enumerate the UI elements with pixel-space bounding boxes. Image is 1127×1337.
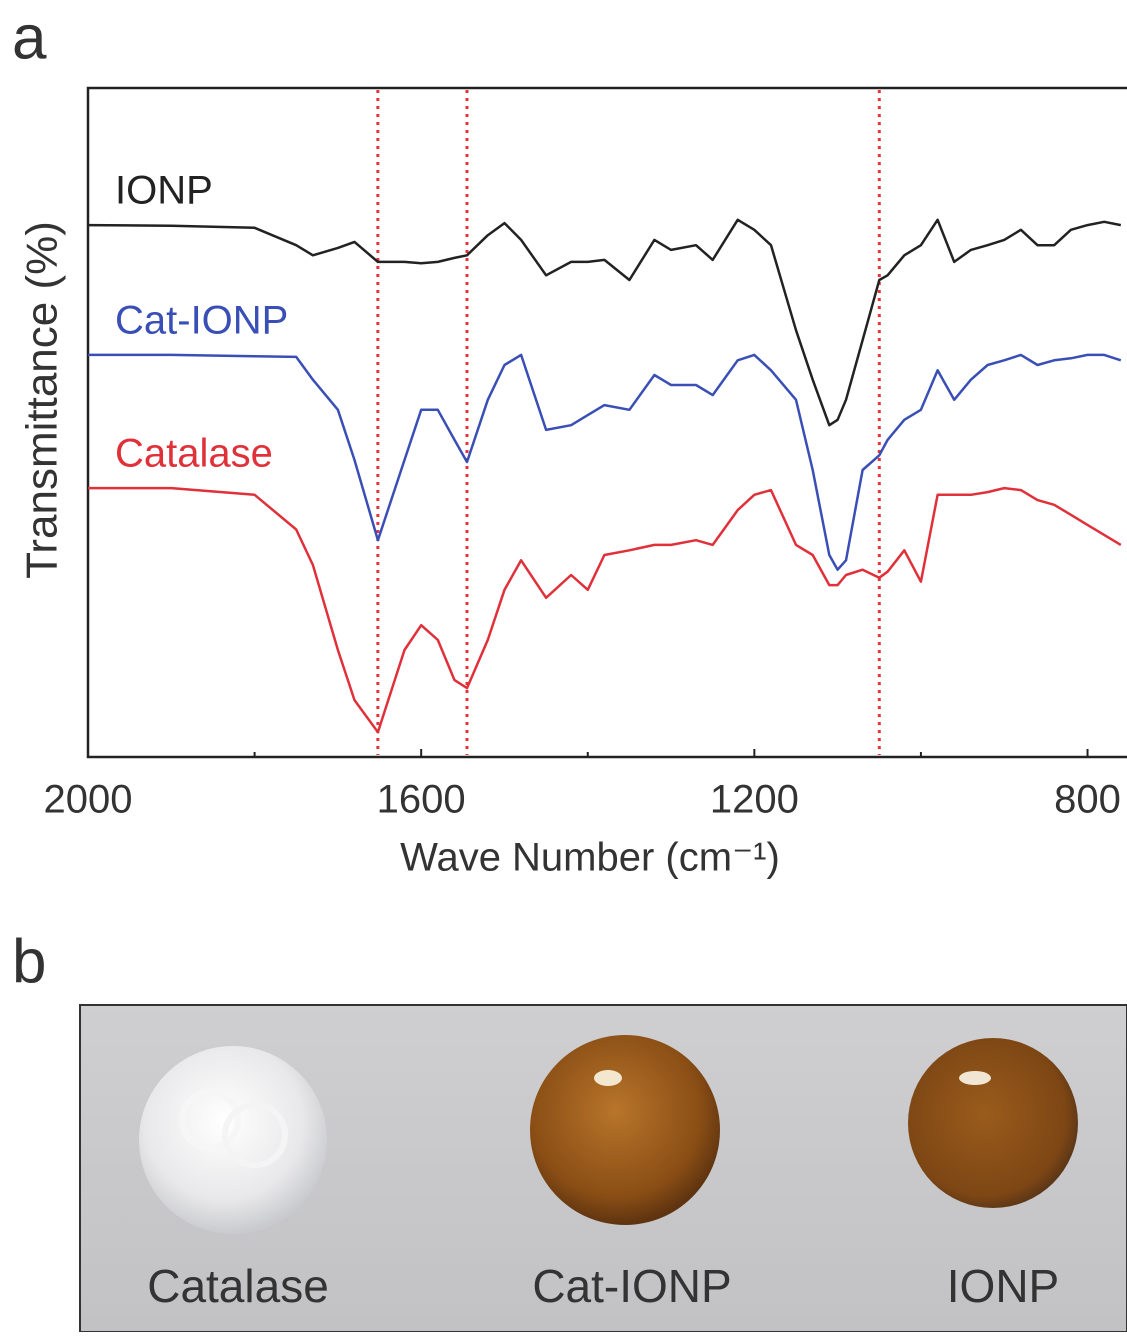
x-tick-label: 2000 [44,778,133,822]
spectrum-line [88,353,1122,571]
sample-disc [908,1038,1078,1208]
photo: Catalase Cat-IONP IONP [79,1004,1127,1333]
disc-highlight [594,1070,622,1086]
series-label: IONP [115,169,213,213]
plot-area: 2000 1600 1200 800 Wave Number (cm⁻¹) Transmi… [18,86,1127,880]
panel-label: b [12,927,46,996]
spectrum-line [88,486,1122,734]
disc-detail [222,1102,288,1168]
sample-label: Catalase [147,1260,329,1312]
plot-frame [86,86,1127,759]
sample-label: IONP [947,1260,1059,1312]
series-label: Cat-IONP [115,298,288,342]
panel-label: a [12,3,47,72]
sample-label: Cat-IONP [532,1260,731,1312]
sample-disc [530,1035,720,1225]
x-axis-label: Wave Number (cm⁻¹) [400,836,780,880]
x-tick-label: 1600 [377,778,466,822]
disc-highlight [959,1071,991,1085]
series-label: Catalase [115,432,273,476]
y-axis-label: Transmittance (%) [18,221,67,579]
x-tick-label: 1200 [710,778,799,822]
x-tick-label: 800 [1054,778,1121,822]
spectrum-line [87,218,1122,427]
disc-detail [179,1089,241,1151]
